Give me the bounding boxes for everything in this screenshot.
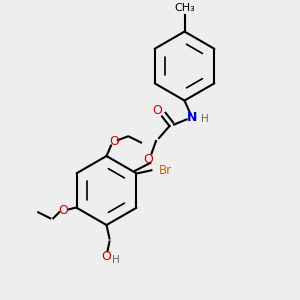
- Text: H: H: [201, 114, 208, 124]
- Text: O: O: [109, 134, 119, 148]
- Text: Br: Br: [159, 164, 172, 177]
- Text: H: H: [112, 254, 119, 265]
- Text: O: O: [144, 152, 153, 166]
- Text: N: N: [187, 110, 197, 124]
- Text: O: O: [101, 250, 111, 263]
- Text: O: O: [58, 204, 68, 217]
- Text: CH₃: CH₃: [174, 3, 195, 13]
- Text: O: O: [153, 104, 162, 117]
